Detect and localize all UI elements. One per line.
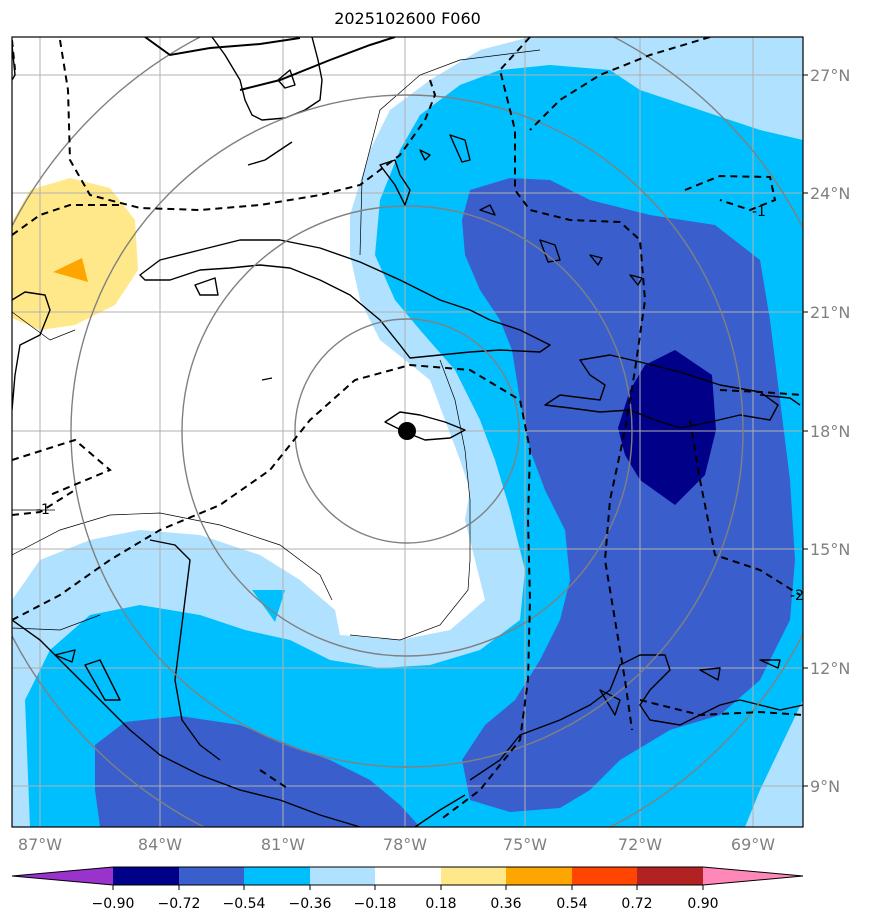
hispaniola-coast [544,354,779,429]
colorbar-tick-label: 0.18 [425,896,456,912]
shading-light-yellow [12,178,138,330]
shading-royal-blue-east [462,178,795,812]
cuba-coast [139,239,551,359]
map-frame [11,36,804,828]
coastlines [12,37,803,827]
colorbar-tick-label: 0.54 [556,896,587,912]
lat-label-24n: 24°N [810,184,850,203]
lat-label-15n: 15°N [810,540,850,559]
lon-label-72w: 72°W [618,835,662,854]
axis-ticks [803,74,808,787]
lon-label-87w: 87°W [18,835,62,854]
colorbar-tick-label: 0.90 [687,896,718,912]
central-america-coast [12,619,361,827]
lon-label-75w: 75°W [503,835,547,854]
colorbar-tick-label: −0.36 [289,896,332,912]
longitude-labels: 87°W 84°W 81°W 78°W 75°W 72°W 69°W [18,835,775,854]
map-title: 2025102600 F060 [334,9,481,28]
colorbar-tick-label: 0.36 [490,896,521,912]
colorbar: −0.90 −0.72 −0.54 −0.36 −0.18 0.18 0.36 … [11,866,804,912]
colorbar-bin [506,867,572,885]
political-borders [12,49,541,641]
lat-label-18n: 18°N [810,422,850,441]
lat-label-27n: 27°N [810,66,850,85]
map-plot-area [12,37,803,827]
graticule [12,37,803,827]
dashed-contours [12,37,803,821]
shading-royal-blue-southwest [95,716,420,827]
colorbar-tick-label: −0.72 [158,896,201,912]
south-america-coast [469,654,803,781]
shading-orange [53,258,88,282]
latitude-labels: 27°N 24°N 21°N 18°N 15°N 12°N 9°N [810,66,850,796]
lon-label-69w: 69°W [731,835,775,854]
colorbar-extend-low [12,867,113,885]
contour-label-3: -2 [790,588,804,604]
colorbar-extend-high [703,867,803,885]
lon-label-78w: 78°W [383,835,427,854]
contour-label-1: -1 [36,502,50,518]
colorbar-bin [310,867,375,885]
lon-label-84w: 84°W [138,835,182,854]
colorbar-tick-label: 0.72 [621,896,652,912]
colorbar-bin [441,867,506,885]
colorbar-bin [572,867,637,885]
colorbar-bin [113,867,179,885]
yucatan-coast [12,291,51,411]
lon-label-81w: 81°W [261,835,305,854]
shading-navy [618,350,716,505]
colorbar-bin [244,867,310,885]
range-rings [12,37,803,827]
colorbar-bin [375,867,441,885]
colorbar-bin [637,867,703,885]
lat-label-12n: 12°N [810,659,850,678]
contour-label-2: -1 [752,204,766,220]
colorbar-tick-label: −0.90 [92,896,135,912]
colorbar-bin [179,867,244,885]
florida-coast [211,37,323,121]
colorbar-tick-label: −0.54 [223,896,266,912]
storm-center-marker [398,422,416,440]
solid-contours [144,37,396,91]
lat-label-9n: 9°N [810,777,840,796]
colorbar-tick-label: −0.18 [354,896,397,912]
lat-label-21n: 21°N [810,303,850,322]
